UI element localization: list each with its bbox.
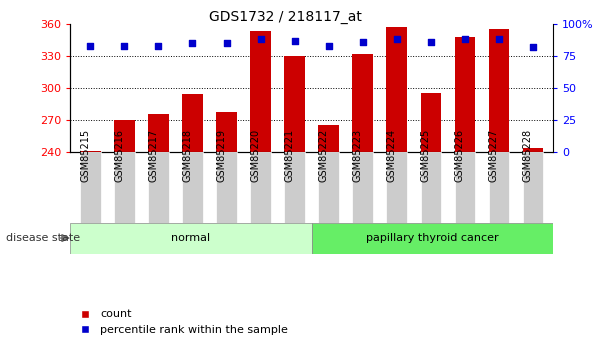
Text: GSM85227: GSM85227 <box>489 129 499 182</box>
Bar <box>489 29 509 152</box>
Text: GSM85217: GSM85217 <box>148 129 159 182</box>
Bar <box>523 152 543 223</box>
Bar <box>114 120 134 152</box>
Bar <box>387 152 407 223</box>
Point <box>392 37 401 42</box>
Bar <box>455 152 475 223</box>
Bar <box>353 152 373 223</box>
Bar <box>114 152 134 223</box>
Text: GSM85219: GSM85219 <box>216 129 227 182</box>
Point <box>323 43 333 49</box>
Point <box>528 45 537 50</box>
Text: GSM85218: GSM85218 <box>182 129 193 182</box>
Bar <box>216 112 237 152</box>
Point <box>460 37 469 42</box>
Bar <box>353 54 373 152</box>
Bar <box>250 31 271 152</box>
Bar <box>148 152 168 223</box>
Text: disease state: disease state <box>6 233 80 243</box>
Bar <box>80 152 100 223</box>
Text: papillary thyroid cancer: papillary thyroid cancer <box>366 233 499 243</box>
Bar <box>285 56 305 152</box>
Point <box>120 43 130 49</box>
Point <box>290 38 300 43</box>
Point <box>188 40 198 46</box>
Text: GSM85221: GSM85221 <box>285 129 295 182</box>
Point <box>494 37 503 42</box>
Bar <box>148 114 168 152</box>
Bar <box>489 152 509 223</box>
Bar <box>319 152 339 223</box>
Bar <box>319 125 339 152</box>
Point <box>256 37 266 42</box>
Text: GSM85224: GSM85224 <box>387 129 396 182</box>
Point <box>86 43 95 49</box>
Bar <box>421 152 441 223</box>
Text: GSM85228: GSM85228 <box>523 129 533 182</box>
Bar <box>216 152 237 223</box>
Text: GDS1732 / 218117_at: GDS1732 / 218117_at <box>209 10 362 24</box>
Bar <box>250 152 271 223</box>
Bar <box>182 95 202 152</box>
Text: normal: normal <box>171 233 210 243</box>
Bar <box>182 152 202 223</box>
Point <box>222 40 232 46</box>
Bar <box>70 223 311 254</box>
Text: GSM85216: GSM85216 <box>114 129 125 182</box>
Bar <box>311 223 553 254</box>
Bar <box>421 93 441 152</box>
Bar <box>285 152 305 223</box>
Point <box>358 39 367 45</box>
Text: GSM85220: GSM85220 <box>250 129 261 182</box>
Text: GSM85226: GSM85226 <box>455 129 465 182</box>
Text: GSM85215: GSM85215 <box>80 129 91 182</box>
Bar <box>80 151 100 152</box>
Text: GSM85222: GSM85222 <box>319 129 328 182</box>
Point <box>154 43 164 49</box>
Bar <box>523 148 543 152</box>
Text: GSM85223: GSM85223 <box>353 129 362 182</box>
Bar <box>455 37 475 152</box>
Legend: count, percentile rank within the sample: count, percentile rank within the sample <box>75 305 292 339</box>
Bar <box>387 27 407 152</box>
Text: GSM85225: GSM85225 <box>421 129 430 182</box>
Point <box>426 39 435 45</box>
